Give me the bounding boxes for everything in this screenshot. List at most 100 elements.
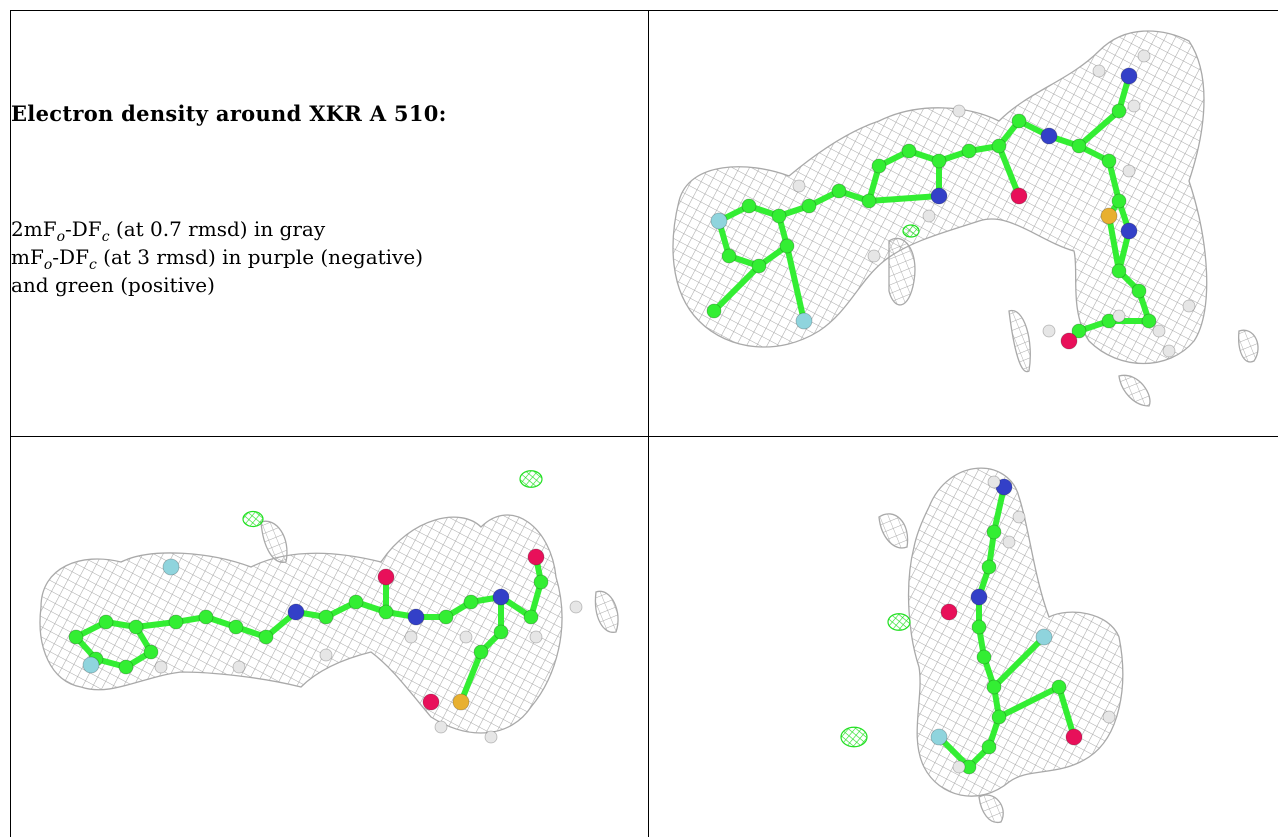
view-bottom-left — [11, 437, 648, 837]
density-mesh-fragment — [978, 794, 1004, 824]
atom-c — [1071, 323, 1087, 339]
atom-o — [1060, 332, 1078, 350]
atom-h — [1127, 99, 1141, 113]
atom-n — [407, 608, 425, 626]
atom-c — [318, 609, 334, 625]
atom-c — [228, 619, 244, 635]
atom-c — [721, 248, 737, 264]
atom-s — [1100, 207, 1118, 225]
atom-h — [484, 730, 498, 744]
positive-density-blob — [242, 510, 264, 528]
positive-density-blob — [902, 224, 920, 238]
bond — [1076, 108, 1122, 149]
atom-h — [952, 104, 966, 118]
atom-c — [118, 659, 134, 675]
atom-h — [1122, 164, 1136, 178]
atom-c — [971, 619, 987, 635]
atom-h — [867, 249, 881, 263]
density-view-bottom-right — [840, 467, 1124, 824]
atom-f — [930, 728, 948, 746]
atom-c — [438, 609, 454, 625]
bond — [996, 143, 1022, 199]
atom-c — [1051, 679, 1067, 695]
atom-c — [1011, 113, 1027, 129]
atom-c — [258, 629, 274, 645]
caption-line-2fofc: 2mFo-DFc (at 0.7 rmsd) in gray — [11, 217, 326, 245]
atom-h — [1002, 535, 1016, 549]
table-border-left — [10, 10, 11, 837]
atom-h — [1092, 64, 1106, 78]
atom-c — [986, 679, 1002, 695]
atom-c — [976, 649, 992, 665]
density-mesh-fragment — [594, 590, 619, 633]
atom-h — [154, 660, 168, 674]
density-mesh-fragment — [878, 513, 909, 549]
atom-c — [533, 574, 549, 590]
atom-c — [1111, 263, 1127, 279]
atom-o — [1065, 728, 1083, 746]
atom-c — [523, 609, 539, 625]
atom-c — [1111, 103, 1127, 119]
atom-n — [1040, 127, 1058, 145]
atom-h — [1182, 299, 1196, 313]
positive-density-blob — [519, 470, 543, 488]
atom-c — [1111, 193, 1127, 209]
bond — [1106, 213, 1122, 274]
atom-h — [1102, 710, 1116, 724]
atom-c — [1101, 153, 1117, 169]
atom-h — [319, 648, 333, 662]
atom-c — [991, 138, 1007, 154]
atom-h — [1137, 49, 1151, 63]
atom-group — [706, 49, 1196, 358]
bond — [1056, 684, 1077, 740]
density-mesh-fragment — [260, 520, 288, 563]
atom-c — [1071, 138, 1087, 154]
atom-c — [871, 158, 887, 174]
atom-n — [287, 603, 305, 621]
atom-n — [930, 187, 948, 205]
density-view-bottom-left — [39, 470, 619, 744]
density-view-top-right — [672, 30, 1259, 407]
bond — [996, 684, 1062, 720]
atom-n — [1120, 67, 1138, 85]
positive-density-blob — [840, 726, 868, 748]
caption-line-fofc: mFo-DFc (at 3 rmsd) in purple (negative) — [11, 245, 423, 273]
atom-h — [952, 760, 966, 774]
atom-c — [831, 183, 847, 199]
atom-c — [981, 739, 997, 755]
atom-c — [751, 258, 767, 274]
table-divider-vertical — [648, 10, 649, 837]
atom-s — [452, 693, 470, 711]
table-border-top — [10, 10, 1278, 11]
atom-c — [961, 143, 977, 159]
atom-h — [404, 630, 418, 644]
atom-c — [931, 153, 947, 169]
atom-c — [801, 198, 817, 214]
atom-n — [492, 588, 510, 606]
atom-c — [143, 644, 159, 660]
atom-o — [422, 693, 440, 711]
atom-h — [529, 630, 543, 644]
density-mesh-fragment — [1118, 374, 1151, 407]
atom-o — [1010, 187, 1028, 205]
caption-line-colors: and green (positive) — [11, 273, 215, 297]
atom-c — [741, 198, 757, 214]
atom-c — [473, 644, 489, 660]
caption-title: Electron density around XKR A 510: — [11, 101, 447, 126]
atom-f — [162, 558, 180, 576]
atom-h — [792, 179, 806, 193]
view-bottom-right — [649, 437, 1278, 837]
view-top-right — [649, 11, 1278, 436]
atom-f — [82, 656, 100, 674]
atom-c — [463, 594, 479, 610]
atom-h — [1012, 510, 1026, 524]
atom-n — [970, 588, 988, 606]
bond — [458, 649, 484, 705]
atom-f — [1035, 628, 1053, 646]
atom-f — [795, 312, 813, 330]
atom-h — [569, 600, 583, 614]
atom-c — [1141, 313, 1157, 329]
bond — [866, 193, 942, 204]
caption-cell: Electron density around XKR A 510: 2mFo-… — [11, 11, 648, 436]
atom-group — [68, 548, 583, 744]
